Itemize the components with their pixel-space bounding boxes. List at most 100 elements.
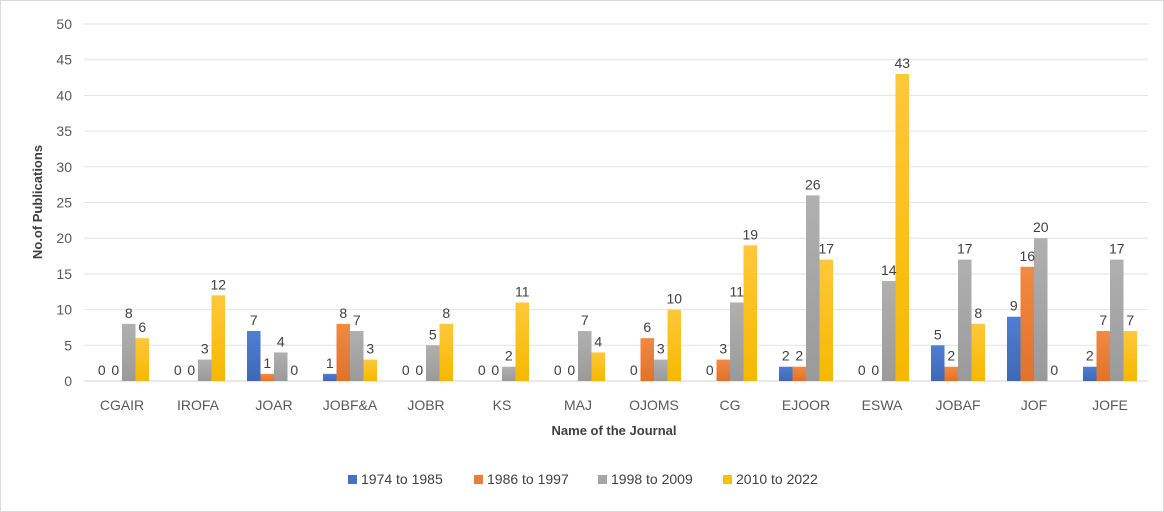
x-axis-title: Name of the Journal xyxy=(552,423,677,438)
data-label: 5 xyxy=(429,326,437,342)
x-tick-label: JOBR xyxy=(407,397,444,413)
data-label: 10 xyxy=(666,291,682,307)
data-label: 2 xyxy=(782,348,790,364)
data-label: 19 xyxy=(742,226,758,242)
x-tick-label: KS xyxy=(493,397,512,413)
data-label: 2 xyxy=(947,348,955,364)
data-label: 8 xyxy=(974,305,982,321)
data-label: 0 xyxy=(554,362,562,378)
bar xyxy=(819,259,833,381)
bar xyxy=(743,245,757,381)
data-label: 4 xyxy=(277,333,285,349)
data-label: 11 xyxy=(729,283,744,299)
bar xyxy=(274,352,288,381)
legend-swatch xyxy=(598,475,607,484)
data-label: 20 xyxy=(1033,219,1049,235)
y-tick-label: 10 xyxy=(56,302,72,318)
data-label: 6 xyxy=(138,319,146,335)
data-label: 2 xyxy=(795,348,803,364)
data-label: 0 xyxy=(98,362,106,378)
bar xyxy=(591,352,605,381)
y-tick-label: 35 xyxy=(56,123,72,139)
x-tick-label: OJOMS xyxy=(629,397,679,413)
data-label: 0 xyxy=(187,362,195,378)
gridlines xyxy=(84,23,1148,382)
bar xyxy=(122,323,136,381)
y-tick-label: 30 xyxy=(56,159,72,175)
bar xyxy=(135,338,149,381)
bars xyxy=(122,73,1137,381)
data-label: 9 xyxy=(1010,298,1018,314)
data-label: 0 xyxy=(290,362,298,378)
x-tick-label: ESWA xyxy=(862,397,903,413)
bar xyxy=(779,366,793,381)
bar xyxy=(1123,331,1137,381)
legend-swatch xyxy=(474,475,483,484)
data-label: 12 xyxy=(210,276,226,292)
bar xyxy=(640,338,654,381)
x-tick-label: JOAR xyxy=(255,397,292,413)
data-label: 0 xyxy=(858,362,866,378)
data-label: 0 xyxy=(706,362,714,378)
x-tick-label: EJOOR xyxy=(782,397,830,413)
data-label: 16 xyxy=(1019,248,1035,264)
data-label: 3 xyxy=(657,341,665,357)
bar xyxy=(895,73,909,381)
legend-item-label: 2010 to 2022 xyxy=(736,471,818,487)
legend-item-label: 1998 to 2009 xyxy=(611,471,693,487)
bar xyxy=(1020,266,1034,381)
bar xyxy=(247,331,261,381)
data-label: 17 xyxy=(818,241,834,257)
data-label: 7 xyxy=(581,312,589,328)
x-tick-label: CG xyxy=(720,397,741,413)
bar xyxy=(336,323,350,381)
bar xyxy=(439,323,453,381)
data-label: 1 xyxy=(326,355,334,371)
data-label: 0 xyxy=(630,362,638,378)
bar xyxy=(578,331,592,381)
data-label: 3 xyxy=(366,341,374,357)
y-axis-ticks: 0 5 10 15 20 25 30 35 40 45 50 xyxy=(56,16,72,389)
bar xyxy=(1007,316,1021,381)
legend-item-label: 1986 to 1997 xyxy=(487,471,569,487)
bar xyxy=(958,259,972,381)
data-label: 26 xyxy=(805,176,821,192)
bar xyxy=(667,309,681,381)
data-label: 17 xyxy=(957,241,973,257)
bar xyxy=(730,302,744,381)
bar xyxy=(1110,259,1124,381)
data-label: 43 xyxy=(894,55,910,71)
legend: 1974 to 1985 1986 to 1997 1998 to 2009 2010… xyxy=(348,471,818,487)
bar xyxy=(502,366,516,381)
data-label: 11 xyxy=(515,283,530,299)
data-label: 6 xyxy=(643,319,651,335)
data-label: 2 xyxy=(505,348,513,364)
bar xyxy=(654,359,668,381)
y-tick-label: 0 xyxy=(64,373,72,389)
data-label: 1 xyxy=(263,355,271,371)
data-label: 17 xyxy=(1109,241,1125,257)
bar xyxy=(1034,238,1048,381)
data-label: 3 xyxy=(201,341,209,357)
data-label: 8 xyxy=(125,305,133,321)
y-tick-label: 25 xyxy=(56,195,72,211)
data-label: 0 xyxy=(567,362,575,378)
data-label: 3 xyxy=(719,341,727,357)
data-label: 2 xyxy=(1086,348,1094,364)
y-tick-label: 50 xyxy=(56,16,72,32)
bar xyxy=(350,331,364,381)
bar xyxy=(198,359,212,381)
bar xyxy=(260,373,274,381)
data-label: 0 xyxy=(871,362,879,378)
data-label: 7 xyxy=(1126,312,1134,328)
data-label: 5 xyxy=(934,326,942,342)
data-label: 7 xyxy=(1099,312,1107,328)
x-tick-label: CGAIR xyxy=(100,397,144,413)
y-tick-label: 5 xyxy=(64,337,72,353)
bar xyxy=(792,366,806,381)
data-label: 7 xyxy=(250,312,258,328)
x-tick-label: IROFA xyxy=(177,397,220,413)
bar xyxy=(944,366,958,381)
